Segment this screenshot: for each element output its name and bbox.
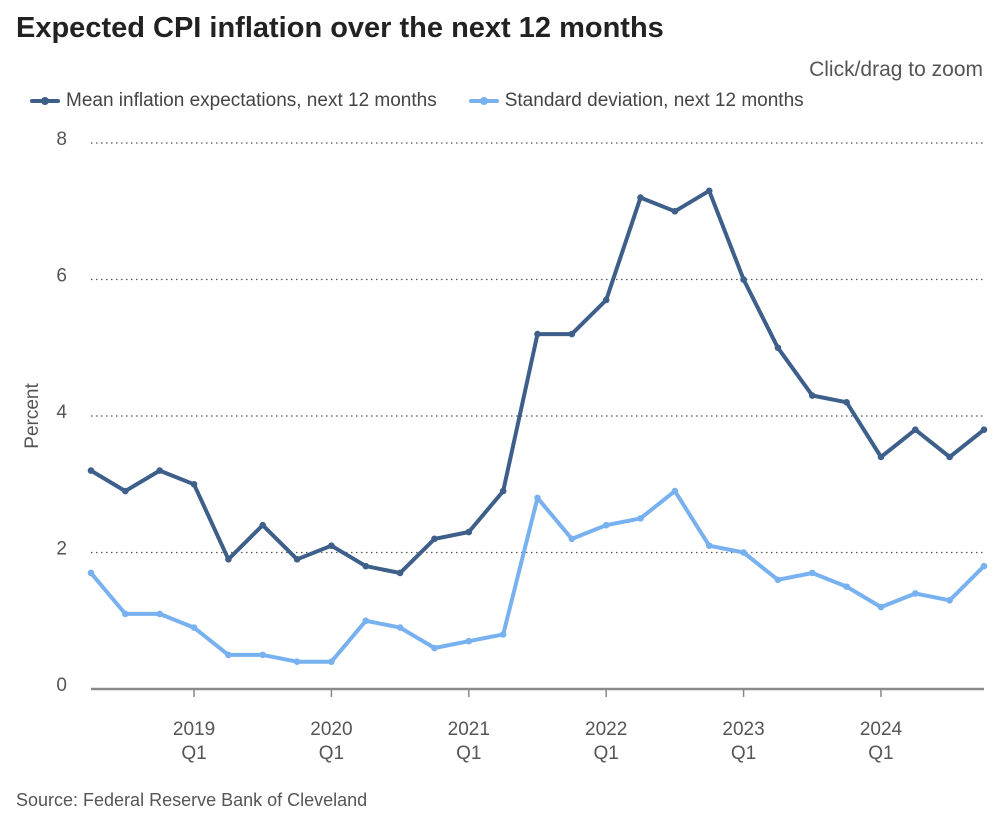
data-point	[671, 207, 679, 215]
data-point	[602, 296, 610, 304]
legend: Mean inflation expectations, next 12 mon…	[30, 90, 804, 112]
data-point	[843, 399, 850, 406]
data-point	[912, 426, 919, 433]
data-point	[946, 453, 953, 461]
legend-label-mean: Mean inflation expectations, next 12 mon…	[66, 90, 437, 111]
x-tick-label-quarter: Q1	[594, 743, 619, 764]
data-point	[122, 610, 129, 618]
x-tick-label-quarter: Q1	[456, 743, 481, 764]
y-tick-label: 0	[56, 675, 67, 696]
data-point	[568, 330, 576, 338]
x-tick-label-quarter: Q1	[181, 743, 206, 764]
x-tick-label-year: 2020	[310, 719, 352, 740]
data-point	[568, 535, 576, 543]
data-point	[465, 528, 473, 536]
data-point	[637, 515, 644, 522]
data-point	[122, 487, 129, 495]
data-point	[225, 651, 232, 659]
series-mean	[87, 187, 988, 577]
data-point	[190, 480, 198, 488]
legend-item-mean[interactable]: Mean inflation expectations, next 12 mon…	[30, 90, 437, 112]
data-point	[843, 583, 850, 590]
data-point	[156, 610, 163, 618]
data-point	[534, 330, 541, 338]
data-point	[362, 562, 370, 570]
chart-title: Expected CPI inflation over the next 12 …	[16, 12, 664, 44]
data-point	[705, 542, 713, 549]
data-point	[740, 276, 747, 283]
data-point	[774, 576, 782, 584]
data-point	[808, 569, 816, 577]
data-point	[877, 603, 885, 611]
data-point	[946, 596, 953, 604]
data-point	[980, 562, 988, 570]
data-point	[671, 487, 679, 495]
legend-label-stddev: Standard deviation, next 12 months	[504, 90, 804, 111]
data-point	[705, 187, 713, 195]
y-tick-label: 6	[56, 266, 67, 287]
legend-item-stddev[interactable]: Standard deviation, next 12 months	[468, 90, 804, 112]
x-tick-label-year: 2022	[585, 719, 627, 740]
series-line	[89, 489, 986, 664]
data-point	[87, 467, 95, 474]
series-stddev	[87, 487, 988, 665]
data-point	[602, 521, 610, 529]
data-point	[190, 624, 198, 631]
x-tick-label-quarter: Q1	[731, 743, 756, 764]
x-tick-label-year: 2024	[860, 719, 903, 740]
x-tick-label-quarter: Q1	[319, 743, 344, 764]
data-point	[808, 392, 816, 399]
x-tick-label-quarter: Q1	[868, 743, 893, 764]
data-point	[87, 569, 95, 577]
zoom-hint[interactable]: Click/drag to zoom	[809, 58, 983, 81]
data-point	[328, 542, 335, 549]
y-tick-label: 4	[56, 402, 67, 423]
legend-swatch-stddev	[468, 97, 499, 105]
data-point	[912, 590, 919, 597]
data-point	[259, 521, 267, 529]
data-point	[396, 624, 404, 631]
data-point	[877, 453, 885, 461]
data-point	[499, 487, 507, 495]
data-point	[362, 617, 370, 625]
data-point	[465, 637, 473, 645]
y-axis-title: Percent	[22, 383, 43, 449]
data-point	[534, 494, 541, 502]
data-point	[225, 556, 232, 563]
data-point	[431, 644, 438, 652]
data-point	[259, 651, 267, 659]
x-tick-label-year: 2021	[448, 719, 490, 740]
data-point	[293, 556, 301, 563]
data-point	[637, 194, 644, 201]
data-point	[431, 535, 438, 543]
data-point	[293, 658, 301, 665]
y-tick-label: 8	[56, 129, 67, 150]
y-tick-label: 2	[56, 539, 67, 560]
x-tick-label-year: 2019	[173, 719, 215, 740]
data-point	[328, 658, 335, 665]
series-line	[89, 188, 986, 575]
source-note: Source: Federal Reserve Bank of Clevelan…	[16, 790, 368, 810]
data-point	[156, 467, 163, 474]
data-point	[499, 631, 507, 638]
legend-swatch-mean	[30, 97, 60, 105]
data-point	[980, 426, 988, 433]
data-point	[774, 344, 782, 352]
data-point	[396, 569, 404, 577]
x-tick-label-year: 2023	[722, 719, 764, 740]
data-point	[740, 549, 747, 556]
